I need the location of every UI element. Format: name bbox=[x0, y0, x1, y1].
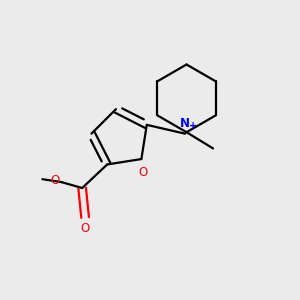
Text: O: O bbox=[138, 166, 148, 178]
Text: +: + bbox=[189, 121, 197, 131]
Text: O: O bbox=[50, 174, 59, 187]
Text: O: O bbox=[80, 222, 90, 235]
Text: N: N bbox=[180, 117, 190, 130]
